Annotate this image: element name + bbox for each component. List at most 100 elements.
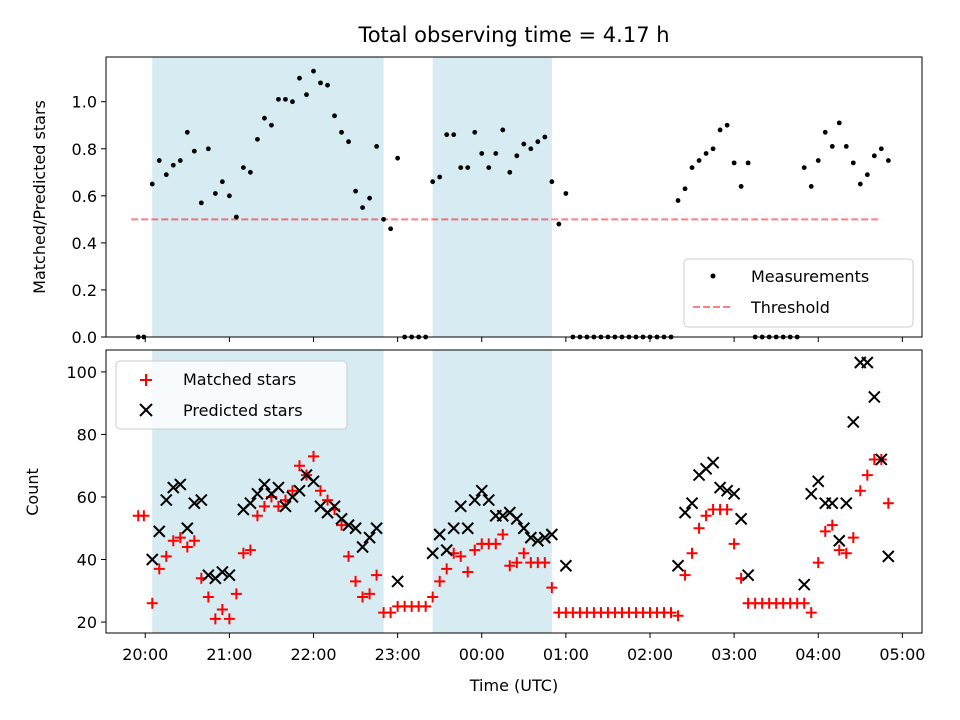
matched-star-point bbox=[462, 566, 474, 578]
predicted-star-point bbox=[840, 497, 853, 510]
chart-title: Total observing time = 4.17 h bbox=[357, 23, 669, 47]
measurement-point bbox=[822, 129, 828, 135]
predicted-star-point bbox=[833, 534, 846, 547]
measurement-point bbox=[479, 151, 485, 156]
matched-star-point bbox=[511, 557, 523, 569]
predicted-star-point bbox=[328, 500, 341, 513]
top-y-axis-label: Matched/Predicted stars bbox=[30, 100, 49, 294]
measurement-point bbox=[311, 68, 316, 74]
matched-star-point bbox=[385, 607, 397, 619]
matched-star-point bbox=[336, 519, 348, 531]
measurement-point bbox=[724, 122, 730, 128]
matched-star-point bbox=[308, 450, 320, 462]
matched-star-point bbox=[160, 550, 172, 562]
matched-star-point bbox=[350, 575, 362, 587]
measurement-point bbox=[149, 181, 155, 187]
predicted-star-point bbox=[685, 497, 699, 510]
predicted-star-point bbox=[734, 512, 748, 526]
matched-star-point bbox=[223, 613, 235, 625]
shaded-interval-1 bbox=[152, 57, 384, 337]
matched-star-point bbox=[371, 569, 383, 581]
predicted-star-point bbox=[146, 553, 159, 566]
measurement-point bbox=[430, 179, 436, 185]
predicted-star-point bbox=[293, 484, 306, 497]
matched-star-point bbox=[805, 607, 817, 619]
predicted-star-point bbox=[244, 497, 257, 510]
bottom-y-axis-label: Count bbox=[23, 468, 42, 516]
predicted-star-point bbox=[545, 528, 559, 541]
predicted-star-point bbox=[727, 487, 741, 501]
measurement-point bbox=[507, 169, 513, 175]
matched-star-point bbox=[167, 535, 179, 547]
measurement-point bbox=[857, 181, 863, 187]
predicted-star-point bbox=[167, 481, 180, 494]
predicted-star-point bbox=[468, 493, 481, 507]
predicted-star-point bbox=[307, 475, 320, 488]
matched-star-point bbox=[455, 550, 467, 562]
legend-measurements-marker bbox=[710, 273, 716, 279]
top-panel: 0.0 0.2 0.4 0.6 0.8 1.0 Matched/Predicted sta… bbox=[30, 56, 923, 347]
predicted-star-point bbox=[363, 531, 376, 544]
predicted-star-point bbox=[706, 456, 720, 469]
matched-star-point bbox=[679, 569, 691, 581]
x-tick-label: 05:00 bbox=[879, 645, 925, 664]
bottom-y-tick-label: 20 bbox=[77, 613, 97, 632]
top-y-tick-label: 0.2 bbox=[72, 281, 97, 300]
matched-star-point bbox=[251, 510, 263, 522]
matched-star-point bbox=[202, 591, 214, 603]
measurement-point bbox=[177, 158, 183, 163]
bottom-panel: 20 40 60 80 100 20:00 21:00 22:00 23:00 00:00 01:… bbox=[23, 350, 925, 695]
measurement-point bbox=[549, 179, 555, 185]
matched-star-point bbox=[434, 575, 446, 587]
predicted-star-point bbox=[482, 493, 495, 507]
measurement-point bbox=[682, 186, 688, 192]
x-tick-label: 23:00 bbox=[375, 645, 421, 664]
predicted-star-point bbox=[447, 522, 460, 535]
measurement-point bbox=[535, 139, 541, 145]
matched-star-point bbox=[322, 494, 334, 506]
predicted-star-point bbox=[517, 522, 531, 535]
bottom-axes-frame bbox=[105, 349, 923, 634]
measurement-point bbox=[248, 169, 253, 175]
measurement-point bbox=[801, 165, 807, 170]
measurement-point bbox=[745, 160, 751, 166]
matched-star-point bbox=[798, 597, 810, 609]
measurement-point bbox=[191, 148, 197, 154]
legend-matched-marker bbox=[140, 374, 152, 386]
measurement-point bbox=[325, 82, 330, 88]
measurement-point bbox=[437, 174, 443, 180]
top-y-tick-label: 0.6 bbox=[72, 187, 97, 206]
measurement-point bbox=[360, 205, 365, 210]
measurement-point bbox=[381, 216, 387, 222]
predicted-star-point bbox=[524, 531, 538, 544]
bottom-y-tick-label: 100 bbox=[66, 363, 97, 382]
matched-star-point bbox=[504, 560, 516, 572]
matched-star-point bbox=[258, 500, 270, 512]
predicted-star-point bbox=[342, 518, 355, 532]
shaded-interval-2 bbox=[432, 350, 552, 633]
matched-star-point bbox=[315, 485, 327, 497]
matched-star-point bbox=[833, 544, 845, 556]
legend-matched-label: Matched stars bbox=[183, 370, 296, 389]
measurement-point bbox=[556, 221, 562, 227]
measurement-point bbox=[170, 162, 176, 168]
predicted-star-point bbox=[798, 578, 811, 591]
measurement-point bbox=[205, 146, 211, 152]
x-tick-label: 21:00 bbox=[206, 645, 252, 664]
predicted-star-point bbox=[868, 390, 881, 404]
predicted-star-point bbox=[882, 550, 895, 563]
matched-star-point bbox=[364, 588, 376, 600]
matched-star-point bbox=[861, 469, 873, 481]
matched-star-point bbox=[216, 604, 228, 616]
predicted-star-point bbox=[216, 565, 229, 579]
measurement-point bbox=[738, 184, 744, 189]
matched-star-point bbox=[244, 544, 256, 556]
predicted-star-point bbox=[258, 478, 271, 491]
predicted-star-point bbox=[454, 500, 467, 513]
predicted-star-point bbox=[251, 487, 264, 501]
measurement-point bbox=[850, 160, 856, 166]
predicted-star-point bbox=[475, 484, 488, 497]
measurement-point bbox=[339, 129, 344, 135]
matched-star-point bbox=[721, 503, 733, 515]
measurement-point bbox=[696, 158, 702, 163]
